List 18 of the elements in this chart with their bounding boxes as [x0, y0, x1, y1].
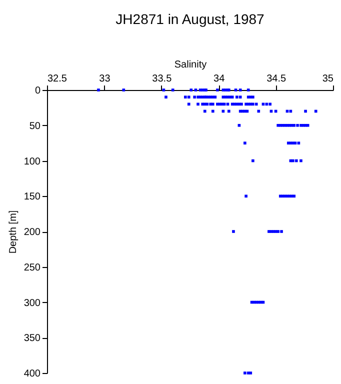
- x-tick-label: 33: [99, 74, 111, 84]
- x-tick-label: 35: [322, 74, 334, 84]
- y-tick-label: 400: [24, 368, 41, 380]
- y-tick-label: 250: [24, 262, 41, 274]
- y-tick-label: 150: [24, 192, 41, 203]
- x-tick-label: 34: [214, 74, 226, 84]
- y-tick-label: 50: [29, 120, 41, 132]
- y-tick-label: 200: [24, 227, 41, 238]
- y-tick-label: 100: [24, 156, 41, 168]
- y-tick-label: 300: [24, 298, 41, 309]
- chart-title: JH2871 in August, 1987: [116, 11, 265, 27]
- x-axis-title: Salinity: [174, 60, 207, 70]
- x-tick-label: 33.5: [152, 74, 172, 84]
- y-tick-label: 0: [34, 86, 41, 96]
- x-tick-label: 34.5: [266, 74, 286, 84]
- y-tick-label: 350: [24, 333, 41, 344]
- x-tick-label: 32.5: [48, 74, 68, 84]
- y-axis-title: Depth [m]: [8, 210, 19, 254]
